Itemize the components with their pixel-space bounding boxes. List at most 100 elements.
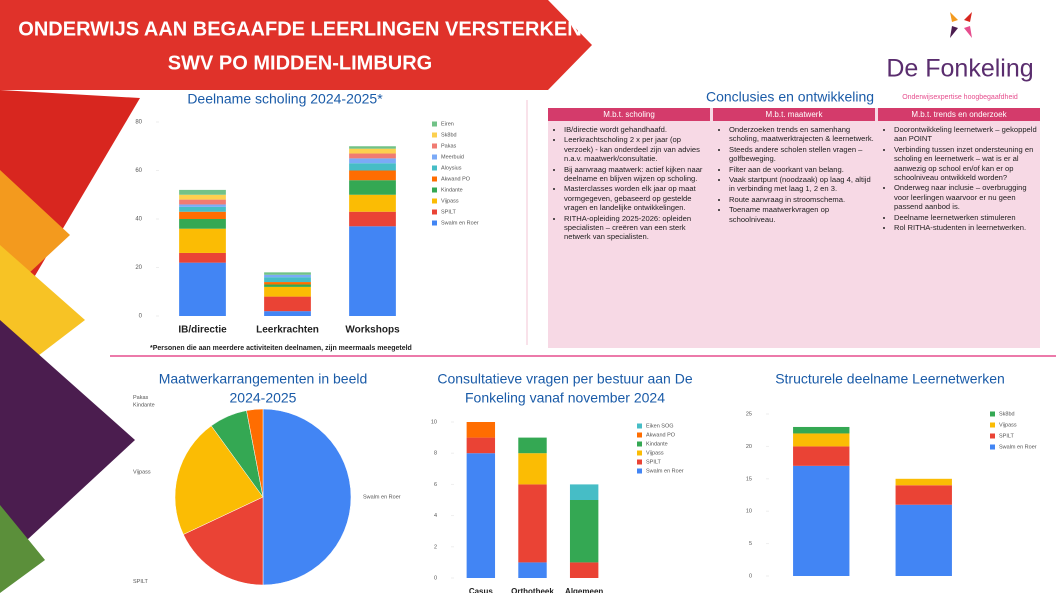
bar-segment	[518, 484, 547, 563]
legend-label: Swalm en Roer	[999, 444, 1037, 450]
bar-segment	[179, 211, 226, 219]
bar-segment	[895, 485, 952, 505]
legend-label: Pakas	[441, 143, 457, 149]
legend-swatch	[432, 143, 437, 149]
bar-segment	[264, 296, 311, 312]
pie-slice	[246, 408, 264, 498]
y-tick-label: 6	[434, 482, 437, 488]
chart-title: Structurele deelname Leernetwerken	[775, 371, 1005, 387]
logo-tagline: Onderwijsexpertise hoogbegaafdheid	[902, 94, 1018, 101]
y-tick-label: 2	[434, 544, 437, 550]
bar-segment	[349, 163, 396, 171]
legend-label: SPILT	[999, 433, 1015, 439]
legend-swatch	[637, 423, 642, 429]
slice-label: Swalm en Roer	[363, 494, 401, 500]
y-tick-label: 20	[135, 265, 142, 271]
legend-swatch	[990, 444, 995, 450]
bullet-item: Leerkrachtscholing 2 x per jaar (op verz…	[564, 135, 710, 163]
bar-segment	[179, 204, 226, 207]
pie-slice	[174, 425, 264, 535]
bar-segment	[466, 422, 496, 438]
legend-label: Swalm en Roer	[441, 220, 479, 226]
bar-segment	[349, 180, 396, 195]
y-tick-label: 10	[746, 509, 752, 515]
legend-swatch	[637, 432, 642, 438]
bar-segment	[264, 286, 311, 297]
legend-swatch	[432, 165, 437, 171]
title-banner	[0, 0, 592, 90]
legend-label: Eiken SOG	[646, 423, 674, 429]
bullet-list: Doorontwikkeling leernetwerk – gekoppeld…	[878, 125, 1040, 232]
legend-swatch	[432, 132, 437, 138]
bullet-item: Doorontwikkeling leernetwerk – gekoppeld…	[894, 125, 1040, 144]
bar-segment	[264, 282, 311, 285]
bullet-item: Rol RITHA-studenten in leernetwerken.	[894, 223, 1040, 232]
bar-segment	[264, 277, 311, 283]
bar-segment	[349, 158, 396, 164]
y-tick-label: 15	[746, 476, 752, 482]
logo-icon	[950, 12, 972, 38]
bullet-item: Masterclasses worden elk jaar op maat vo…	[564, 184, 710, 212]
bar-segment	[349, 226, 396, 316]
bullet-item: RITHA-opleiding 2025-2026: opleiden spec…	[564, 214, 710, 242]
page-title: SWV PO MIDDEN-LIMBURG	[168, 52, 432, 74]
legend-label: Aloysius	[441, 165, 462, 171]
pie-slice	[183, 496, 264, 586]
bar-segment	[179, 228, 226, 253]
bullet-item: Route aanvraag in stroomschema.	[729, 195, 875, 204]
column-header: M.b.t. trends en onderzoek	[878, 108, 1040, 121]
chart-title: Deelname scholing 2024-2025*	[187, 91, 383, 107]
bar-segment	[179, 206, 226, 212]
chart-title: Fonkeling vanaf november 2024	[465, 390, 665, 406]
bullet-item: Verbinding tussen inzet ondersteuning en…	[894, 145, 1040, 183]
y-tick-label: 4	[434, 513, 437, 519]
legend-label: Vijpass	[646, 450, 664, 456]
legend-label: Vijpass	[999, 422, 1017, 428]
legend-swatch	[432, 187, 437, 193]
bar-segment	[179, 189, 226, 195]
bar-segment	[349, 170, 396, 181]
table-column: M.b.t. trends en onderzoek Doorontwikkeli…	[878, 108, 1040, 348]
decor-triangle	[0, 320, 135, 565]
column-header: M.b.t. scholing	[548, 108, 710, 121]
legend-swatch	[637, 450, 642, 456]
column-header: M.b.t. maatwerk	[713, 108, 875, 121]
bar-segment	[264, 311, 311, 316]
conclusions-table: M.b.t. scholing IB/directie wordt gehandh…	[548, 108, 1040, 348]
bar-segment	[895, 478, 952, 486]
legend-swatch	[432, 198, 437, 204]
bar-segment	[793, 426, 850, 434]
bar-segment	[569, 500, 599, 563]
x-tick-label: Workshops	[345, 325, 400, 336]
bar-segment	[518, 562, 547, 578]
legend-label: SPILT	[646, 459, 662, 465]
bar-segment	[466, 453, 496, 578]
logo-text: De Fonkeling	[886, 55, 1033, 83]
logo-part	[964, 12, 972, 22]
legend-label: SPILT	[441, 209, 457, 215]
legend-swatch	[990, 411, 995, 417]
x-tick-label: IB/directie	[178, 325, 227, 336]
y-tick-label: 80	[135, 120, 142, 126]
legend-swatch	[990, 433, 995, 439]
decor-triangle	[0, 505, 45, 593]
bar-segment	[518, 437, 547, 454]
bullet-item: Steeds andere scholen stellen vragen – g…	[729, 145, 875, 164]
bar-segment	[179, 199, 226, 205]
table-title: Conclusies en ontwikkeling	[706, 89, 874, 105]
y-tick-label: 8	[434, 451, 437, 457]
bar-segment	[569, 484, 599, 500]
legend-swatch	[432, 220, 437, 226]
decor-triangle	[0, 90, 140, 335]
bar-segment	[349, 153, 396, 159]
bullet-list: IB/directie wordt gehandhaafd.Leerkracht…	[548, 125, 710, 242]
legend-label: Akwand PO	[646, 432, 676, 438]
slice-label: Vijpass	[133, 470, 151, 476]
slice-label: Pakas	[133, 395, 149, 401]
bar-segment	[349, 148, 396, 154]
bullet-item: Vaak startpunt (noodzaak) op laag 4, alt…	[729, 175, 875, 194]
bar-segment	[179, 262, 226, 316]
y-tick-label: 10	[431, 419, 437, 425]
bar-segment	[264, 274, 311, 278]
